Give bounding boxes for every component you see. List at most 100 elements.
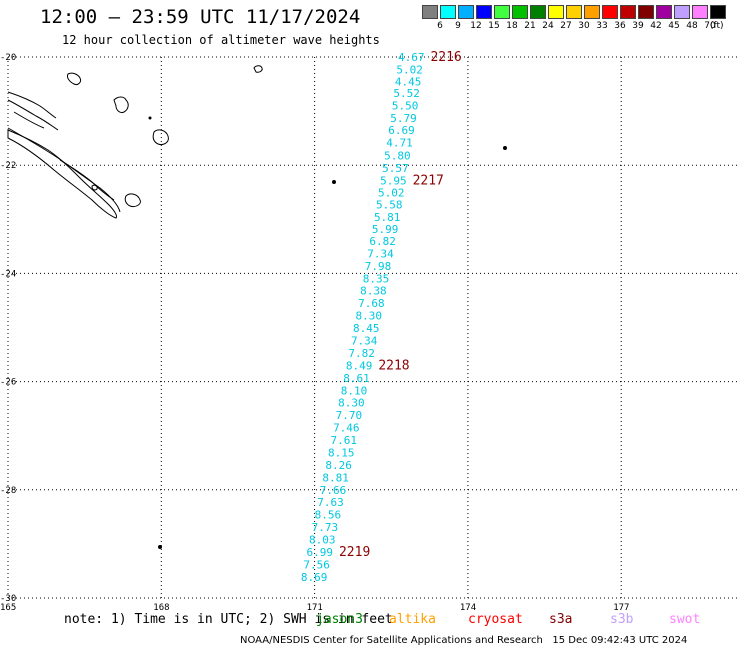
legend-label: 70 [704,21,716,31]
island-dot-2 [503,146,507,150]
wave-height-value: 8.38 [360,285,387,298]
satellite-name: s3a [549,612,573,627]
legend-swatch [494,5,510,19]
wave-height-value: 5.50 [392,100,419,113]
wave-height-value: 8.56 [315,509,342,522]
latitude-labels: -20 -22 -24 -26 -28 -30 [0,53,16,604]
wave-height-value: 7.73 [312,521,339,534]
legend-label: 39 [632,21,644,31]
wave-height-value: 6.99 [306,546,333,559]
wave-height-value: 7.34 [351,334,378,347]
legend-label: 27 [560,21,572,31]
latitude-label: -26 [0,378,16,388]
latitude-label: -20 [0,53,16,63]
wave-height-value: 7.34 [367,247,394,260]
latitude-label: -28 [0,486,16,496]
satellite-name: cryosat [468,612,523,627]
wave-height-value: 6.82 [369,235,396,248]
longitude-label: 171 [307,603,323,613]
new-caledonia-reef [7,127,121,213]
map-title: 12:00 – 23:59 UTC 11/17/2024 [40,6,361,28]
wave-height-value: 8.03 [309,534,336,547]
wave-height-value: 8.30 [338,397,365,410]
wave-height-value: 5.81 [374,211,401,224]
legend-swatch [656,5,672,19]
track-time-labels: 2216 2217 2218 2219 [339,50,462,560]
legend-swatch [440,5,456,19]
wave-height-value: 6.69 [388,124,415,137]
wave-height-value: 7.66 [320,484,347,497]
track-time-label: 2216 [430,50,461,65]
legend-label: 33 [596,21,608,31]
wave-height-value: 7.98 [365,260,392,273]
satellite-name: jason3 [316,612,363,627]
latitude-label: -22 [0,161,16,171]
legend-label: 30 [578,21,590,31]
wave-height-value: 5.02 [378,186,405,199]
reef-chesterfield [67,72,81,85]
legend-label: 15 [488,21,500,31]
legend-swatch [602,5,618,19]
wave-height-value: 4.67 [398,51,425,64]
wave-height-value: 7.68 [358,297,385,310]
legend-swatch [692,5,708,19]
legend-label: 36 [614,21,626,31]
island-walpole-north [253,65,263,73]
legend-swatch [566,5,582,19]
legend-swatch [584,5,600,19]
legend-label: 18 [506,21,518,31]
island-dot-1 [332,180,336,184]
latitude-label: -30 [0,594,16,604]
legend-swatch [422,5,438,19]
legend-label: 45 [668,21,680,31]
wave-height-value: 8.61 [343,372,370,385]
legend-swatch [458,5,474,19]
wave-height-value: 5.79 [390,112,417,125]
wave-height-value: 8.49 [346,359,373,372]
coastline [7,65,507,549]
legend-swatch [638,5,654,19]
wave-height-value: 5.02 [396,63,423,76]
wave-height-value: 5.80 [384,149,411,162]
legend-swatch [530,5,546,19]
wave-height-value: 7.56 [303,558,330,571]
longitude-label: 165 [0,603,16,613]
wave-height-value: 8.69 [301,571,328,584]
legend-label: 12 [470,21,482,31]
island-dot-4 [148,116,152,120]
legend-label: 42 [650,21,662,31]
reef-north-1 [7,91,57,119]
wave-height-value: 7.63 [317,496,344,509]
wave-height-value: 7.61 [331,434,358,447]
new-caledonia-island [7,129,117,219]
track-time-label: 2219 [339,545,370,560]
legend-label: 24 [542,21,554,31]
satellite-name: swot [669,612,701,627]
legend-swatch [620,5,636,19]
wave-height-value: 4.71 [386,136,413,149]
longitude-label: 174 [460,603,476,613]
wave-height-value: 8.26 [325,459,352,472]
legend-swatch [674,5,690,19]
wave-height-value: 7.82 [348,347,375,360]
legend-swatch [548,5,564,19]
wave-height-value: 8.15 [328,446,355,459]
longitude-label: 168 [153,603,169,613]
wave-height-value: 8.30 [356,310,383,323]
legend-swatch [476,5,492,19]
wave-height-value: 5.95 [380,174,407,187]
altimeter-track-main: 4.675.024.455.525.505.796.694.715.805.57… [301,51,425,584]
legend-label: 6 [437,21,443,31]
island-ouvea [113,96,129,113]
wave-height-value: 4.45 [395,75,422,88]
wave-height-value: 5.58 [376,199,403,212]
track-time-label: 2217 [413,173,444,188]
reef-north-3 [13,111,45,129]
wave-height-value: 5.52 [393,87,420,100]
wave-height-value: 8.35 [363,272,390,285]
track-time-label: 2218 [378,358,409,373]
longitude-label: 177 [613,603,629,613]
map-subtitle: 12 hour collection of altimeter wave hei… [62,33,380,47]
legend-label: 21 [524,21,536,31]
